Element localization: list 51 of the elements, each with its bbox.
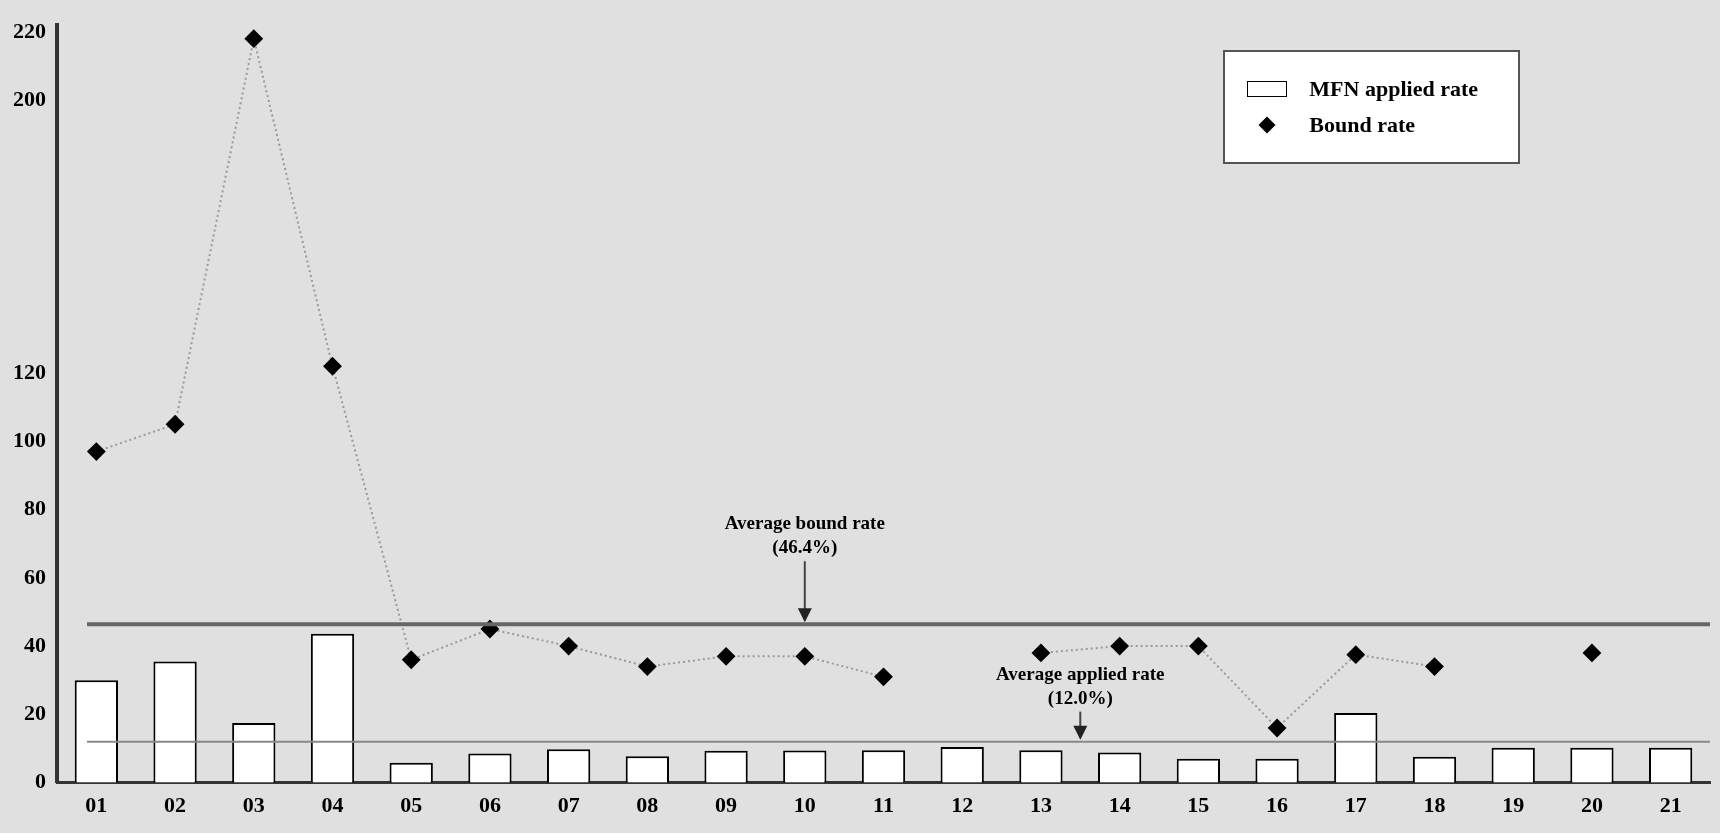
x-tick-label: 05: [400, 792, 423, 818]
point: [166, 415, 185, 434]
x-tick-label: 13: [1029, 792, 1052, 818]
y-tick-label: 80: [24, 495, 46, 521]
point: [1189, 637, 1208, 656]
x-tick-label: 09: [715, 792, 738, 818]
x-tick-label: 19: [1502, 792, 1525, 818]
x-tick-label: 14: [1108, 792, 1131, 818]
x-tick-label: 01: [85, 792, 108, 818]
point: [1425, 657, 1444, 676]
point: [1582, 643, 1601, 662]
ref-line-label: Average bound rate (46.4%): [724, 512, 885, 559]
x-tick-label: 17: [1344, 792, 1367, 818]
y-tick-label: 120: [13, 358, 46, 384]
x-tick-label: 07: [557, 792, 580, 818]
point: [323, 357, 342, 376]
legend-label: Bound rate: [1309, 112, 1416, 138]
y-tick-label: 40: [24, 631, 46, 657]
y-tick-label: 220: [13, 17, 46, 43]
point: [87, 442, 106, 461]
x-tick-label: 18: [1423, 792, 1446, 818]
point: [244, 29, 263, 48]
x-tick-label: 12: [951, 792, 974, 818]
ref-line-label: Average applied rate (12.0%): [996, 662, 1165, 709]
point: [1346, 645, 1365, 664]
x-tick-label: 04: [321, 792, 344, 818]
point: [717, 647, 736, 666]
y-tick-label: 60: [24, 563, 46, 589]
y-tick-label: 200: [13, 85, 46, 111]
point: [638, 657, 657, 676]
x-tick-label: 08: [636, 792, 659, 818]
point: [1110, 637, 1129, 656]
point: [874, 667, 893, 686]
y-tick-label: 100: [13, 427, 46, 453]
x-tick-label: 15: [1187, 792, 1210, 818]
point: [795, 647, 814, 666]
point: [559, 637, 578, 656]
x-tick-label: 21: [1659, 792, 1682, 818]
point: [1268, 719, 1287, 737]
y-tick-label: 20: [24, 700, 46, 726]
x-tick-label: 11: [873, 792, 894, 818]
x-tick-label: 02: [164, 792, 187, 818]
x-tick-label: 10: [793, 792, 816, 818]
x-tick-label: 06: [478, 792, 501, 818]
x-tick-label: 20: [1580, 792, 1603, 818]
point: [402, 650, 421, 669]
x-tick-label: 03: [242, 792, 265, 818]
x-tick-label: 16: [1266, 792, 1289, 818]
legend-label: MFN applied rate: [1309, 76, 1478, 102]
y-tick-label: 0: [35, 768, 46, 794]
point: [1031, 643, 1050, 662]
